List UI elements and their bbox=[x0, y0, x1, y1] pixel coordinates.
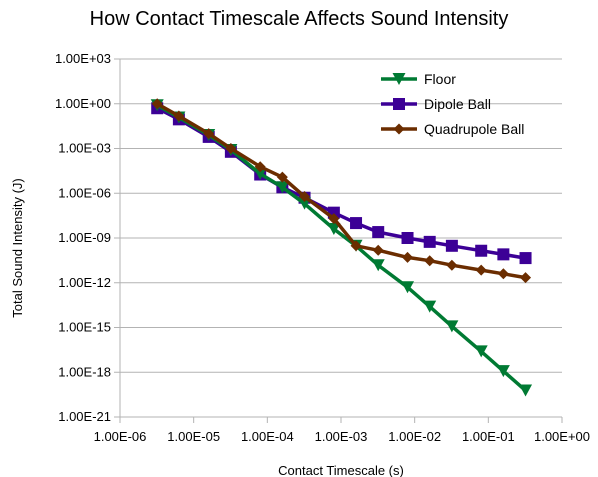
data-point bbox=[423, 235, 436, 248]
legend: Floor Dipole Ball Quadrupole Ball bbox=[381, 71, 524, 137]
data-point bbox=[350, 240, 362, 252]
data-point bbox=[497, 268, 509, 280]
data-point bbox=[475, 244, 488, 257]
data-point bbox=[401, 281, 415, 294]
y-tick-label: 1.00E+03 bbox=[55, 51, 111, 66]
x-axis-title: Contact Timescale (s) bbox=[278, 463, 404, 477]
legend-label: Dipole Ball bbox=[424, 96, 491, 112]
legend-item: Dipole Ball bbox=[381, 96, 491, 112]
data-point bbox=[299, 191, 311, 203]
y-tick-label: 1.00E-21 bbox=[58, 409, 111, 424]
y-tick-label: 1.00E-06 bbox=[58, 185, 111, 200]
x-tick-label: 1.00E-01 bbox=[462, 429, 515, 444]
data-point bbox=[402, 251, 414, 263]
legend-item: Quadrupole Ball bbox=[381, 121, 524, 137]
series-quadrupole-ball bbox=[151, 98, 532, 284]
legend-item: Floor bbox=[381, 71, 456, 87]
data-point bbox=[475, 264, 487, 276]
data-point bbox=[423, 300, 437, 313]
x-tick-label: 1.00E-02 bbox=[388, 429, 441, 444]
y-tick-label: 1.00E-18 bbox=[58, 364, 111, 379]
y-axis-title: Total Sound Intensity (J) bbox=[10, 178, 25, 317]
x-tick-label: 1.00E-03 bbox=[315, 429, 368, 444]
data-point bbox=[519, 384, 533, 397]
data-point bbox=[350, 217, 363, 230]
series-lines bbox=[150, 98, 533, 397]
data-point bbox=[151, 98, 163, 110]
data-point bbox=[173, 110, 185, 122]
series-floor bbox=[150, 99, 533, 397]
data-point bbox=[254, 161, 266, 173]
data-point bbox=[445, 320, 459, 333]
x-tick-label: 1.00E-04 bbox=[241, 429, 294, 444]
legend-label: Floor bbox=[424, 71, 456, 87]
data-point bbox=[328, 213, 340, 225]
data-point bbox=[253, 167, 267, 180]
x-tick-label: 1.00E-06 bbox=[94, 429, 147, 444]
legend-label: Quadrupole Ball bbox=[424, 121, 524, 137]
data-point bbox=[519, 252, 532, 265]
data-point bbox=[275, 181, 289, 194]
data-point bbox=[446, 259, 458, 271]
legend-swatch-marker bbox=[392, 73, 406, 85]
y-tick-label: 1.00E+00 bbox=[55, 96, 111, 111]
data-point bbox=[225, 143, 237, 154]
data-point bbox=[520, 272, 532, 284]
data-point bbox=[474, 345, 488, 358]
data-point bbox=[497, 248, 510, 261]
x-tick-label: 1.00E+00 bbox=[534, 429, 590, 444]
data-point bbox=[424, 255, 436, 267]
y-tick-label: 1.00E-15 bbox=[58, 320, 111, 335]
data-point bbox=[401, 232, 414, 244]
x-tick-label: 1.00E-05 bbox=[167, 429, 220, 444]
data-point bbox=[372, 226, 385, 239]
data-point bbox=[371, 259, 385, 272]
axes: 1.00E+03 1.00E+00 1.00E-03 1.00E-06 1.00E-09… bbox=[55, 51, 590, 444]
legend-swatch-marker bbox=[393, 98, 405, 110]
data-point bbox=[203, 128, 215, 140]
data-point bbox=[496, 365, 510, 378]
chart-title: How Contact Timescale Affects Sound Inte… bbox=[89, 8, 509, 30]
data-point bbox=[327, 223, 341, 236]
y-tick-label: 1.00E-12 bbox=[58, 275, 111, 290]
series-line bbox=[156, 102, 526, 280]
y-tick-label: 1.00E-09 bbox=[58, 230, 111, 245]
y-tick-label: 1.00E-03 bbox=[58, 141, 111, 156]
data-point bbox=[276, 171, 288, 183]
legend-swatch-marker bbox=[393, 123, 405, 135]
data-point bbox=[372, 244, 384, 256]
data-point bbox=[445, 239, 458, 252]
